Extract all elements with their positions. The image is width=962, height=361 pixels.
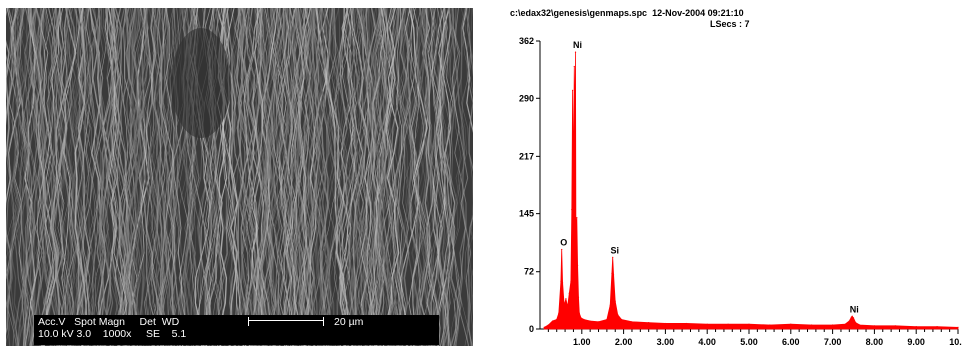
y-tick-label: 72 bbox=[524, 267, 534, 277]
spectrum-point bbox=[832, 324, 834, 326]
spectrum-point bbox=[852, 317, 855, 319]
spectrum-point bbox=[631, 321, 633, 323]
x-tick-label: 9.00 bbox=[907, 337, 925, 347]
spectrum-point bbox=[560, 280, 562, 282]
x-tick-label: 3.00 bbox=[657, 337, 675, 347]
y-tick-label: 290 bbox=[519, 93, 534, 103]
x-tick-label: 10.0 bbox=[949, 337, 962, 347]
spectrum-point bbox=[543, 326, 545, 329]
spectrum-point bbox=[854, 322, 857, 324]
spectrum-point bbox=[915, 326, 917, 328]
eds-spectrum-panel: c:\edax32\genesis\genmaps.spc 12-Nov-200… bbox=[496, 0, 962, 356]
spectrum-point bbox=[561, 248, 563, 251]
x-tick-label: 6.00 bbox=[782, 337, 800, 347]
spectrum-point bbox=[574, 51, 577, 53]
spectrum-point bbox=[811, 324, 813, 326]
spectrum-point bbox=[571, 209, 573, 211]
spectrum-point bbox=[580, 317, 582, 319]
spectrum-point bbox=[848, 320, 850, 322]
spectrum-point bbox=[576, 217, 578, 219]
spectrum-point bbox=[748, 323, 750, 325]
spectrum-point bbox=[561, 282, 564, 284]
y-tick-label: 217 bbox=[519, 151, 534, 161]
spectrum-point bbox=[894, 325, 896, 327]
spectrum-point bbox=[556, 318, 558, 321]
sem-info-row2: 10.0 kV 3.0 1000x SE 5.1 bbox=[38, 328, 187, 340]
spectrum-point bbox=[572, 177, 575, 179]
spectrum-point bbox=[620, 318, 623, 321]
x-tick-label: 5.00 bbox=[740, 337, 758, 347]
spectrum-point bbox=[551, 320, 554, 322]
y-tick-label: 145 bbox=[519, 209, 534, 219]
x-tick-label: 4.00 bbox=[698, 337, 716, 347]
spectrum-point bbox=[957, 326, 959, 329]
sem-fiber-texture bbox=[6, 8, 473, 346]
chart-axes bbox=[539, 41, 958, 330]
spectrum-point bbox=[609, 304, 611, 306]
spectrum-point bbox=[577, 264, 579, 266]
spectrum-point bbox=[850, 316, 853, 318]
x-tick-label: 2.00 bbox=[615, 337, 633, 347]
spectrum-point bbox=[769, 324, 771, 326]
peak-label: Si bbox=[610, 245, 619, 255]
sem-micrograph: Acc.V Spot Magn Det WD 10.0 kV 3.0 1000x… bbox=[6, 8, 473, 346]
spectrum-file-header: c:\edax32\genesis\genmaps.spc 12-Nov-200… bbox=[510, 8, 744, 18]
scale-bar-label: 20 µm bbox=[334, 316, 364, 328]
y-tick-label: 362 bbox=[519, 36, 534, 46]
spectrum-point bbox=[597, 321, 600, 323]
spectrum-point bbox=[844, 323, 846, 325]
spectrum-point bbox=[648, 322, 650, 324]
y-tick-label: 0 bbox=[529, 324, 534, 334]
spectrum-point bbox=[572, 89, 574, 91]
spectrum-point bbox=[574, 129, 576, 131]
scale-bar bbox=[248, 317, 324, 326]
spectrum-lsecs: LSecs : 7 bbox=[710, 19, 750, 29]
spectrum-point bbox=[685, 322, 687, 325]
spectrum-point bbox=[566, 306, 569, 308]
spectrum-point bbox=[577, 296, 580, 298]
spectrum-area bbox=[543, 52, 959, 330]
spectrum-point bbox=[570, 280, 572, 282]
spectrum-point bbox=[790, 323, 792, 325]
spectrum-point bbox=[614, 300, 616, 302]
spectrum-point bbox=[573, 65, 575, 68]
spectrum-point bbox=[727, 323, 729, 325]
peak-label: Ni bbox=[573, 40, 582, 50]
sem-info-bar: Acc.V Spot Magn Det WD 10.0 kV 3.0 1000x… bbox=[34, 315, 439, 345]
spectrum-point bbox=[568, 292, 570, 294]
x-tick-label: 1.00 bbox=[573, 337, 591, 347]
spectrum-point bbox=[606, 318, 608, 321]
spectrum-point bbox=[859, 324, 861, 326]
peak-label: O bbox=[560, 237, 567, 247]
spectrum-point bbox=[578, 312, 580, 314]
spectrum-point bbox=[617, 314, 619, 316]
spectrum-point bbox=[612, 274, 615, 276]
spectrum-point bbox=[611, 272, 613, 274]
spectrum-point bbox=[589, 320, 591, 322]
x-tick-label: 8.00 bbox=[866, 337, 884, 347]
fiber-strands bbox=[6, 8, 473, 346]
spectrum-point bbox=[575, 232, 577, 235]
peak-label: Ni bbox=[850, 304, 859, 314]
spectrum-point bbox=[936, 326, 938, 328]
spectrum-point bbox=[706, 323, 708, 325]
spectrum-point bbox=[583, 318, 585, 321]
spectrum-point bbox=[558, 312, 560, 314]
spectrum-point bbox=[873, 325, 875, 327]
spectrum-chart: 362 290 217 145 72 0 1.00 2.00 3.00 4.00 5.00 6.00 7… bbox=[519, 36, 962, 347]
x-tick-label: 7.00 bbox=[824, 337, 842, 347]
sem-info-row1: Acc.V Spot Magn Det WD bbox=[38, 316, 180, 328]
spectrum-point bbox=[664, 322, 666, 325]
spectrum-point bbox=[563, 304, 565, 306]
spectrum-point bbox=[612, 256, 614, 258]
spectrum-point bbox=[565, 298, 567, 300]
spectrum-point bbox=[547, 324, 549, 326]
spectrum-point bbox=[851, 315, 853, 317]
